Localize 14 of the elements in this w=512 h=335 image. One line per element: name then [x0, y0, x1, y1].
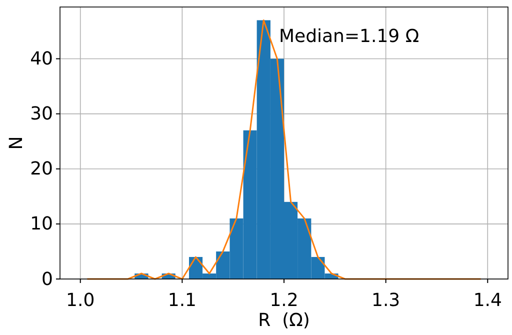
y-tick-label: 20: [30, 158, 53, 180]
annotation: Median=1.19 Ω: [279, 26, 420, 47]
x-tick-label: 1.0: [66, 290, 95, 311]
x-tick-label: 1.4: [473, 290, 502, 311]
y-tick-label: 40: [30, 48, 53, 70]
line-series: [86, 19, 482, 280]
x-tick-label: 1.2: [270, 290, 298, 311]
y-axis-title: N: [6, 136, 27, 150]
x-tick-label: 1.1: [168, 290, 196, 311]
x-axis-title: R (Ω): [258, 310, 310, 331]
y-tick-label: 30: [30, 104, 53, 125]
y-tick-label: 10: [30, 214, 53, 235]
x-tick-label: 1.3: [372, 290, 400, 311]
y-tick-label: 0: [42, 268, 53, 290]
